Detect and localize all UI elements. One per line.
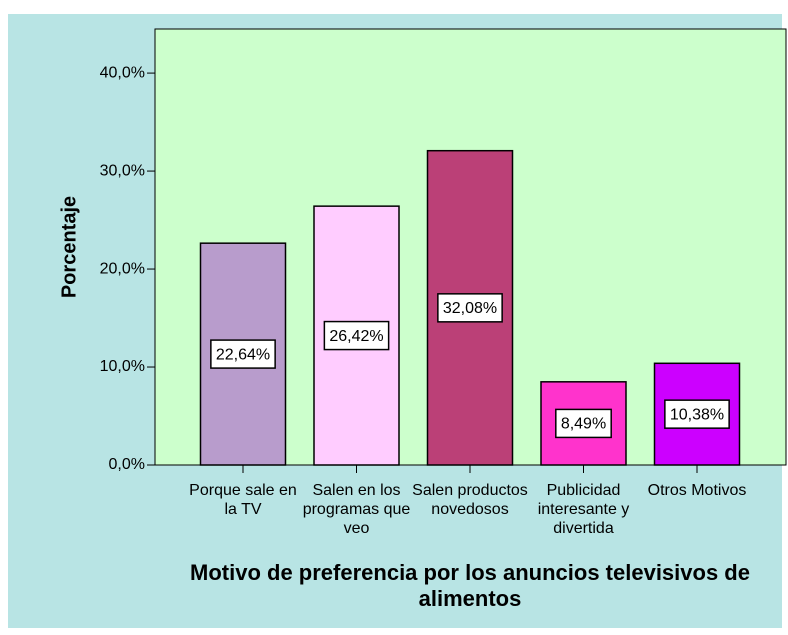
value-label-box	[664, 399, 730, 429]
y-tick-label: 30,0%	[100, 162, 145, 179]
y-axis-title: Porcentaje	[58, 196, 80, 298]
value-label-box	[437, 293, 503, 323]
value-label: 10,38%	[670, 406, 724, 423]
value-label: 26,42%	[329, 328, 383, 345]
x-axis-title: Motivo de preferencia por los anuncios t…	[190, 560, 750, 611]
x-tick-label: Otros Motivos	[647, 482, 747, 499]
x-tick-label: Salen productos novedosos	[412, 482, 528, 518]
x-tick-label: Publicidad interesante y divertida	[537, 482, 630, 537]
y-tick-label: 0,0%	[109, 456, 145, 473]
value-label-box	[210, 339, 276, 369]
value-label: 22,64%	[216, 346, 270, 363]
value-label: 32,08%	[443, 300, 497, 317]
y-tick-label: 20,0%	[100, 260, 145, 277]
y-tick-label: 40,0%	[100, 64, 145, 81]
y-tick-label: 10,0%	[100, 358, 145, 375]
value-label-box	[323, 320, 390, 351]
x-tick-label: Salen en los programas que veo	[302, 482, 411, 537]
value-label-box	[555, 408, 612, 439]
value-label: 8,49%	[561, 416, 606, 433]
x-tick-label: Porque sale en la TV	[189, 482, 297, 518]
